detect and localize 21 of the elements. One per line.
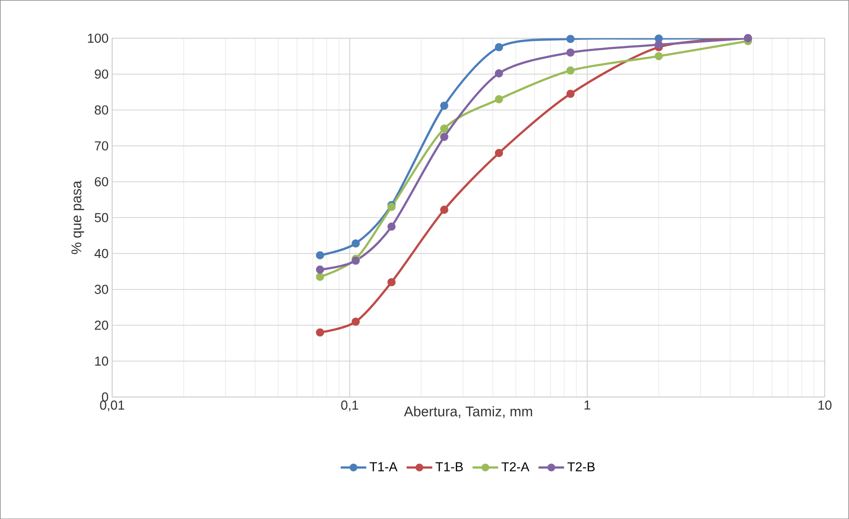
y-tick-label: 70 — [94, 141, 108, 150]
legend-label: T1-B — [436, 462, 463, 472]
legend-label: T2-A — [502, 462, 530, 472]
y-tick-label: 80 — [94, 105, 108, 114]
legend-label: T1-A — [370, 462, 398, 472]
legend-label: T2-B — [567, 462, 595, 472]
y-tick-label: 40 — [94, 248, 108, 258]
x-tick-label: 0,01 — [100, 400, 124, 412]
x-tick-label: 0,1 — [341, 400, 358, 412]
y-axis-title: % que pasa — [71, 180, 84, 254]
y-tick-label: 30 — [94, 284, 108, 294]
y-tick-label: 100 — [88, 34, 108, 43]
x-tick-label: 10 — [818, 400, 832, 410]
x-tick-label: 1 — [584, 400, 590, 410]
x-axis-title: Abertura, Tamiz, mm — [404, 406, 532, 418]
y-tick-label: 50 — [94, 212, 108, 222]
y-tick-label: 90 — [94, 69, 108, 79]
y-tick-label: 0 — [102, 392, 108, 402]
y-tick-label: 60 — [94, 177, 108, 186]
y-tick-label: 20 — [94, 320, 108, 330]
y-tick-label: 10 — [95, 356, 108, 366]
